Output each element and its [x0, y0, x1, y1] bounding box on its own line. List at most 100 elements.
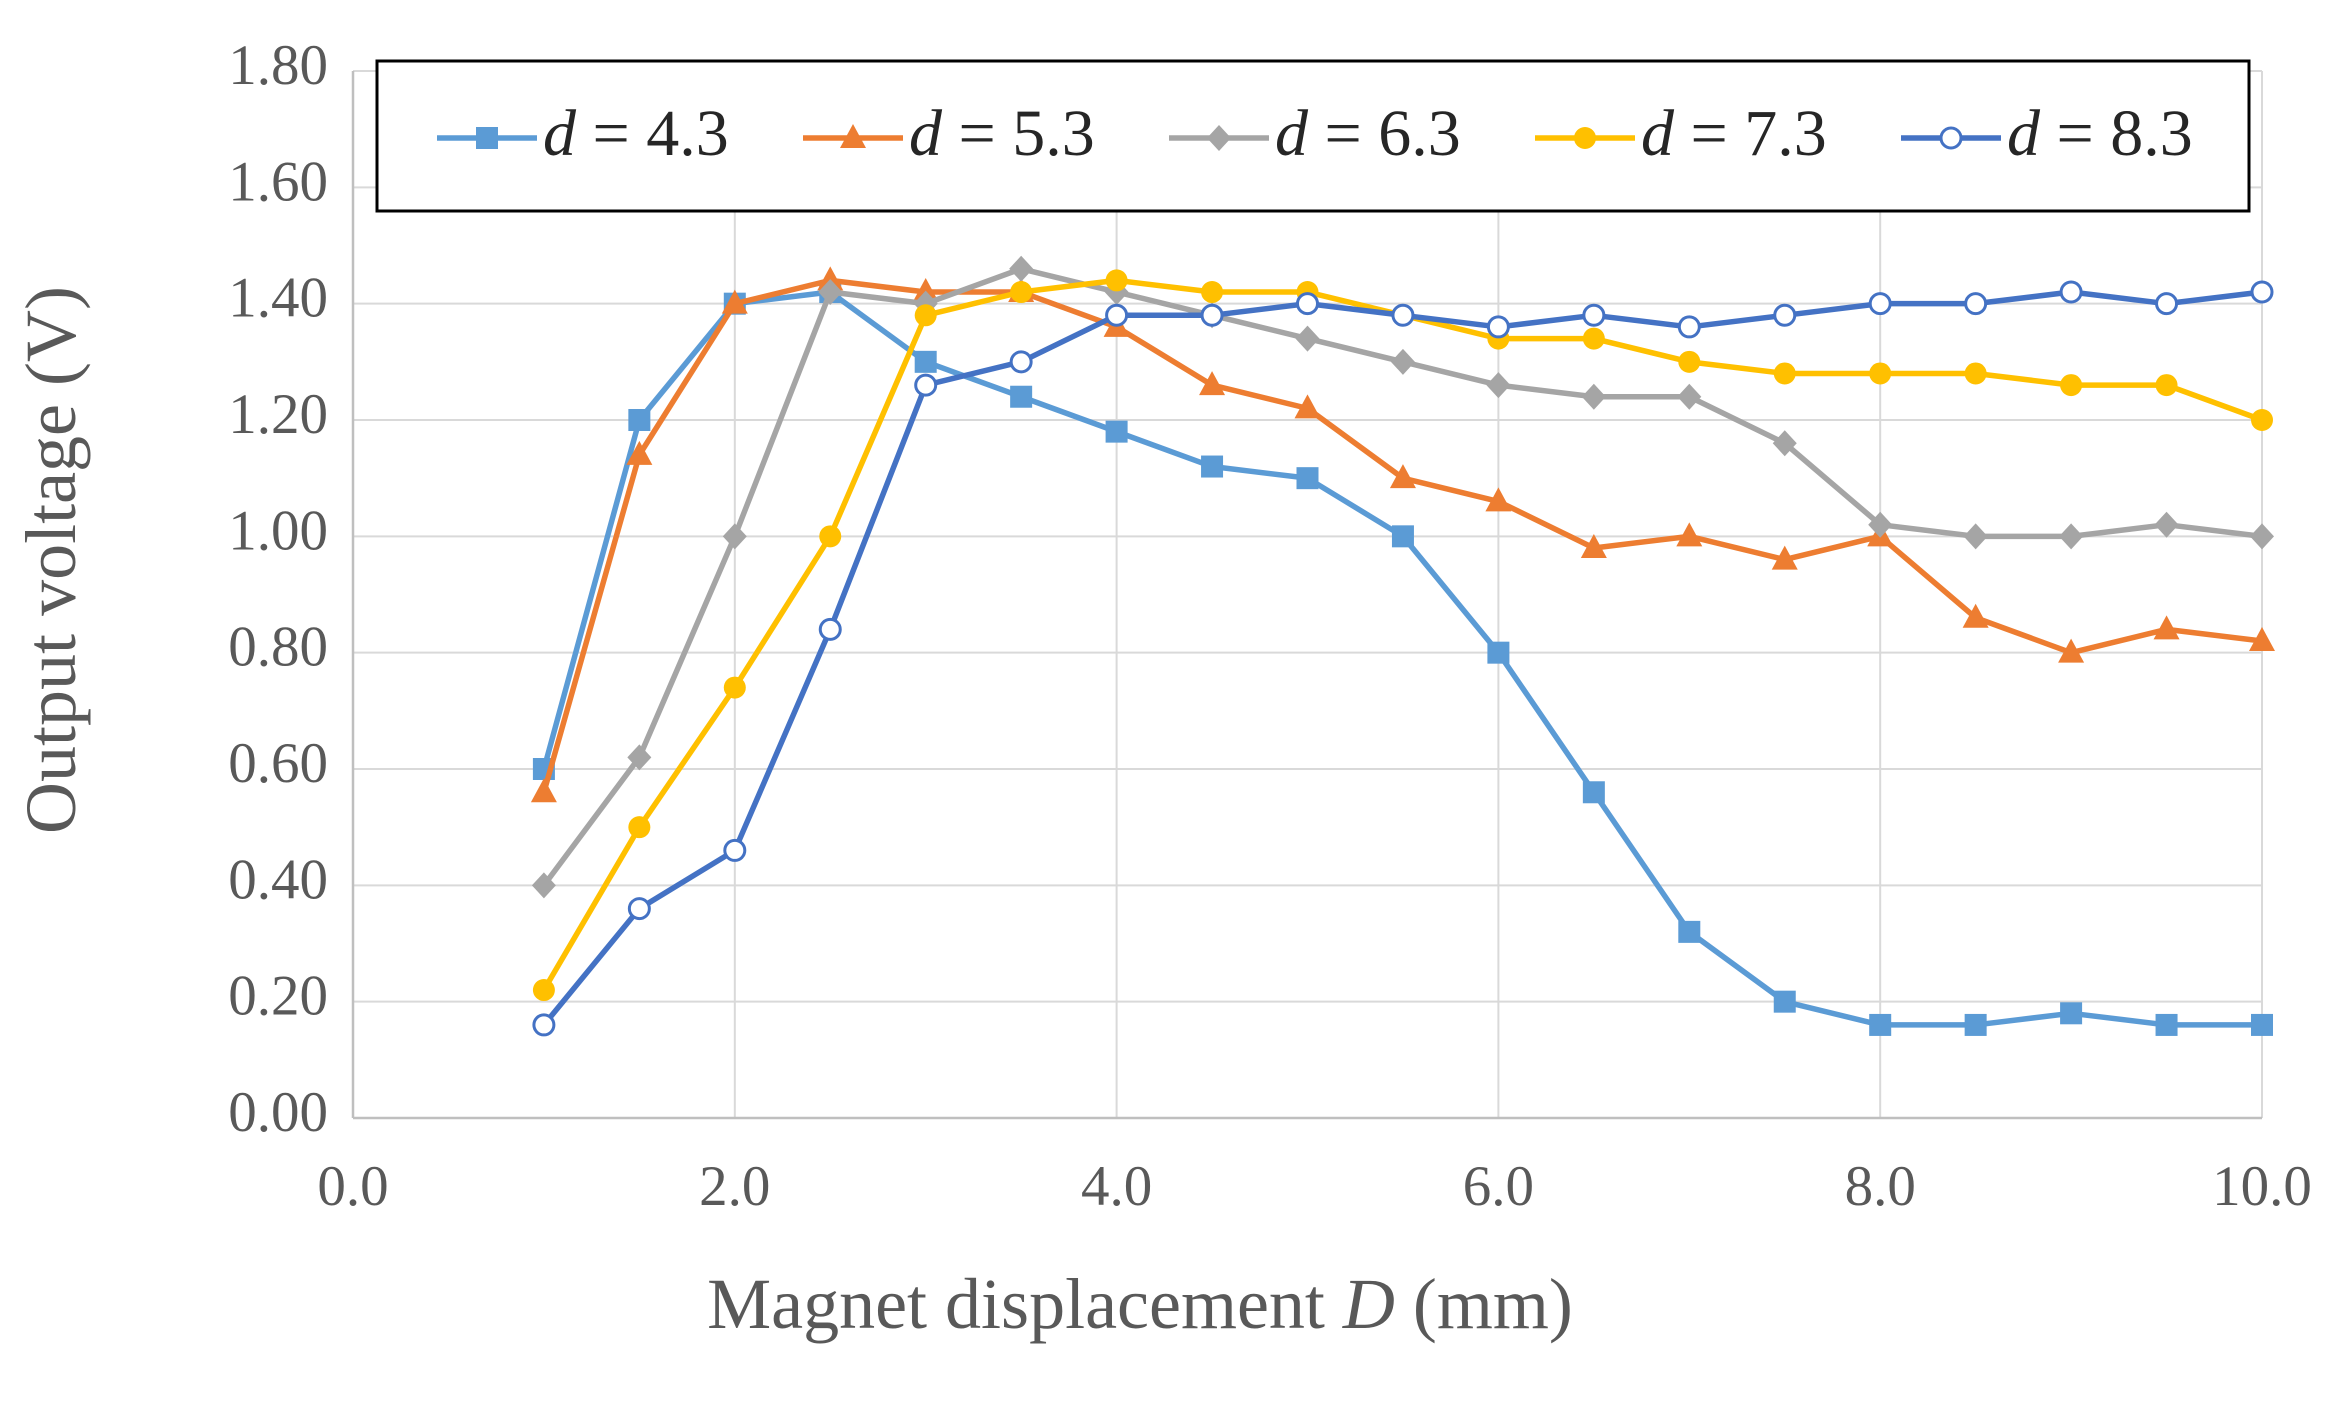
y-tick-label: 0.40	[228, 848, 328, 911]
data-point	[1390, 348, 1415, 375]
legend-label-variable: d	[909, 97, 943, 170]
series-line	[541, 289, 2262, 1028]
axes	[351, 71, 2262, 1120]
data-point	[1199, 371, 1226, 396]
data-point	[1294, 394, 1321, 419]
series-line	[541, 289, 2263, 1027]
data-point	[1296, 467, 1319, 490]
data-point	[532, 1013, 556, 1037]
data-point	[1582, 327, 1605, 350]
data-point	[1105, 269, 1128, 292]
data-point	[1869, 362, 1892, 385]
data-point	[1868, 292, 1892, 316]
series-1	[532, 281, 2273, 1036]
data-point	[723, 838, 747, 862]
data-point	[1487, 641, 1510, 664]
legend-label: d = 7.3	[1641, 97, 1827, 170]
x-axis-title-suffix: (mm)	[1395, 1264, 1573, 1344]
data-point	[914, 304, 937, 327]
data-point	[722, 523, 747, 550]
legend: d = 4.3 d = 5.3 d = 6.3 d = 7.3 d = 8.3	[375, 59, 2251, 213]
y-tick-label: 1.00	[228, 499, 328, 562]
data-point	[627, 897, 651, 921]
x-axis-title-variable: D	[1342, 1264, 1395, 1344]
data-point	[1773, 362, 1796, 385]
data-point	[1105, 420, 1128, 443]
legend-label: d = 4.3	[543, 97, 729, 170]
data-point	[627, 744, 652, 771]
legend-marker	[476, 127, 498, 149]
data-point	[2058, 638, 2085, 663]
legend-entry-5: d = 8.3	[1901, 97, 2193, 170]
legend-entry-2: d = 5.3	[803, 97, 1095, 170]
data-point	[818, 279, 843, 306]
data-point	[1771, 545, 1798, 570]
data-point	[912, 278, 939, 303]
data-point	[819, 525, 842, 548]
data-point	[1391, 303, 1415, 327]
legend-label-variable: d	[2007, 97, 2041, 170]
y-tick-label: 1.40	[228, 267, 328, 330]
data-point	[1200, 303, 1224, 327]
data-point	[2250, 280, 2274, 304]
legend-label-value: = 8.3	[2040, 97, 2193, 170]
y-tick-label: 1.20	[228, 383, 328, 446]
data-point	[1677, 315, 1701, 339]
x-axis-title-prefix: Magnet displacement	[707, 1264, 1343, 1344]
data-point	[723, 676, 746, 699]
data-point	[532, 979, 555, 1002]
data-point	[818, 617, 842, 641]
x-tick-label: 6.0	[1463, 1155, 1534, 1218]
legend-entry-4: d = 7.3	[1535, 97, 1827, 170]
data-point	[1389, 464, 1416, 489]
legend-label: d = 5.3	[909, 97, 1095, 170]
data-point	[531, 872, 556, 899]
x-tick-label: 0.0	[317, 1155, 388, 1218]
data-point	[2251, 1013, 2273, 1036]
series-3	[531, 255, 2274, 899]
data-point	[1678, 350, 1701, 373]
data-point	[2155, 292, 2179, 316]
legend-marker	[1207, 125, 1231, 151]
data-point	[1582, 303, 1606, 327]
series-line	[541, 277, 2263, 992]
data-point	[628, 409, 651, 431]
data-point	[1201, 455, 1224, 478]
data-point	[1010, 385, 1033, 408]
y-tick-label: 0.60	[228, 732, 328, 795]
data-point	[2060, 1002, 2083, 1025]
legend-label-value: = 6.3	[1308, 97, 1461, 170]
legend-label-variable: d	[1275, 97, 1309, 170]
data-point	[1581, 383, 1606, 410]
data-point	[1964, 292, 1988, 316]
legend-marker	[1574, 127, 1596, 149]
data-point	[914, 350, 937, 373]
data-point	[1486, 372, 1511, 399]
data-point	[626, 440, 653, 465]
data-point	[2154, 511, 2179, 538]
data-point	[1201, 281, 1224, 304]
data-point	[721, 289, 748, 314]
data-point	[2153, 615, 2180, 640]
data-point	[1676, 522, 1703, 547]
data-point	[817, 266, 844, 291]
data-point	[1963, 523, 1988, 550]
data-point	[914, 373, 938, 397]
legend-label-value: = 5.3	[942, 97, 1095, 170]
data-point	[1582, 781, 1605, 804]
gridlines	[353, 70, 2263, 1118]
data-point	[1678, 920, 1701, 943]
legend-marker	[840, 124, 866, 148]
data-point	[2251, 409, 2273, 431]
series-group	[530, 255, 2275, 1037]
data-point	[1009, 350, 1033, 374]
data-point	[2249, 627, 2275, 652]
data-point	[1964, 362, 1987, 385]
x-tick-label: 2.0	[699, 1155, 770, 1218]
data-point	[1773, 990, 1796, 1013]
data-point	[1964, 1013, 1987, 1036]
data-point	[2155, 1013, 2178, 1036]
data-point	[1485, 487, 1512, 512]
legend-label-value: = 7.3	[1674, 97, 1827, 170]
